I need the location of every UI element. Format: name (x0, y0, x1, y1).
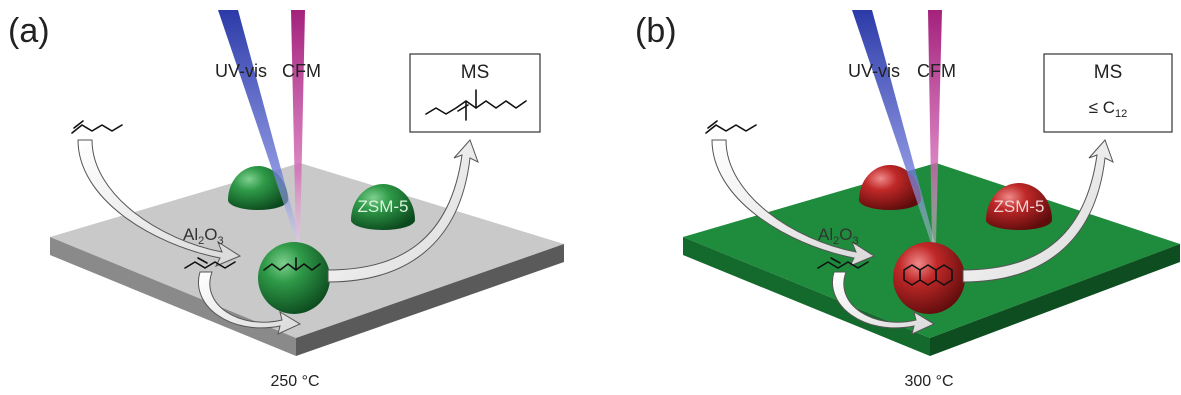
panel-b-uv-vis-label: UV-vis (848, 61, 900, 81)
panel-a-isomer-structure (184, 261, 236, 269)
panel-a-sphere-front (258, 242, 330, 314)
panel-a-output-arrow (327, 139, 479, 283)
panel-a-letter: (a) (8, 12, 50, 50)
panel-b-letter: (b) (635, 12, 677, 50)
panel-a-cfm-label: CFM (282, 61, 321, 81)
panel-a-ms-title: MS (461, 62, 490, 83)
panel-b-isomer-structure (817, 261, 869, 269)
panel-b-output-arrow (962, 139, 1114, 283)
panel-b-zsm5-sphere: ZSM-5 (986, 183, 1052, 230)
panel-b-isomer-double-bond (830, 257, 841, 264)
panel-b-temperature: 300 °C (904, 373, 953, 390)
panel-a-isomer-double-bond (197, 257, 208, 264)
panel-a-cfm-beam (291, 10, 305, 243)
panel-a-plate-right-side (296, 244, 564, 356)
panel-b-plate-left-side (683, 237, 930, 356)
panel-b-cfm-beam (928, 10, 942, 243)
panel-a-al2o3-label: Al2O3 (183, 225, 224, 247)
panel-b-hexene-double-bond (707, 120, 718, 129)
panel-a-temperature: 250 °C (270, 373, 319, 390)
panel-b-plate-right-side (930, 244, 1180, 356)
panel-a-uv-vis-label: UV-vis (215, 61, 267, 81)
panel-a-zsm5-label: ZSM-5 (358, 197, 409, 216)
panel-b-uv-vis-beam (852, 10, 935, 243)
panel-a-ms-double-bond (457, 104, 469, 112)
panel-b-cfm-label: CFM (917, 61, 956, 81)
panel-a-sphere-back (228, 166, 288, 210)
panel-a-zsm5-sphere: ZSM-5 (351, 184, 415, 230)
panel-b-zsm5-label: ZSM-5 (994, 197, 1045, 216)
panel-a-hexene-structure (71, 124, 123, 134)
panel-b-hexene-structure (705, 124, 757, 134)
panel-a-hexene-double-bond (73, 120, 84, 129)
panel-a-ms-box: MS (409, 53, 541, 133)
panel-b-sphere-aromatic-structure (903, 264, 953, 286)
panel-b-ms-subtext: ≤ C12 (1089, 98, 1128, 120)
panel-a-sphere-oligomer-structure (263, 263, 321, 271)
panel-b-sphere-back (859, 165, 921, 210)
panel-a-feed-arrow (77, 139, 242, 267)
panel-b-feed-arrow (711, 139, 876, 267)
panel-b-sphere-front (893, 242, 965, 314)
panel-b-ms-title: MS (1094, 62, 1123, 83)
panel-b: (b) ZSM-5 UV-vis CFM MS ≤ C12 (635, 10, 1180, 390)
panel-b-al2o3-label: Al2O3 (818, 225, 859, 247)
panel-b-ms-box: MS ≤ C12 (1043, 53, 1173, 133)
panel-b-recycle-arrow (832, 271, 936, 335)
panel-a-recycle-arrow (198, 271, 302, 335)
panel-a-uv-vis-beam (218, 10, 301, 243)
panel-a: (a) ZSM-5 UV-vis CFM MS (8, 10, 564, 390)
panel-a-plate-left-side (50, 237, 296, 356)
